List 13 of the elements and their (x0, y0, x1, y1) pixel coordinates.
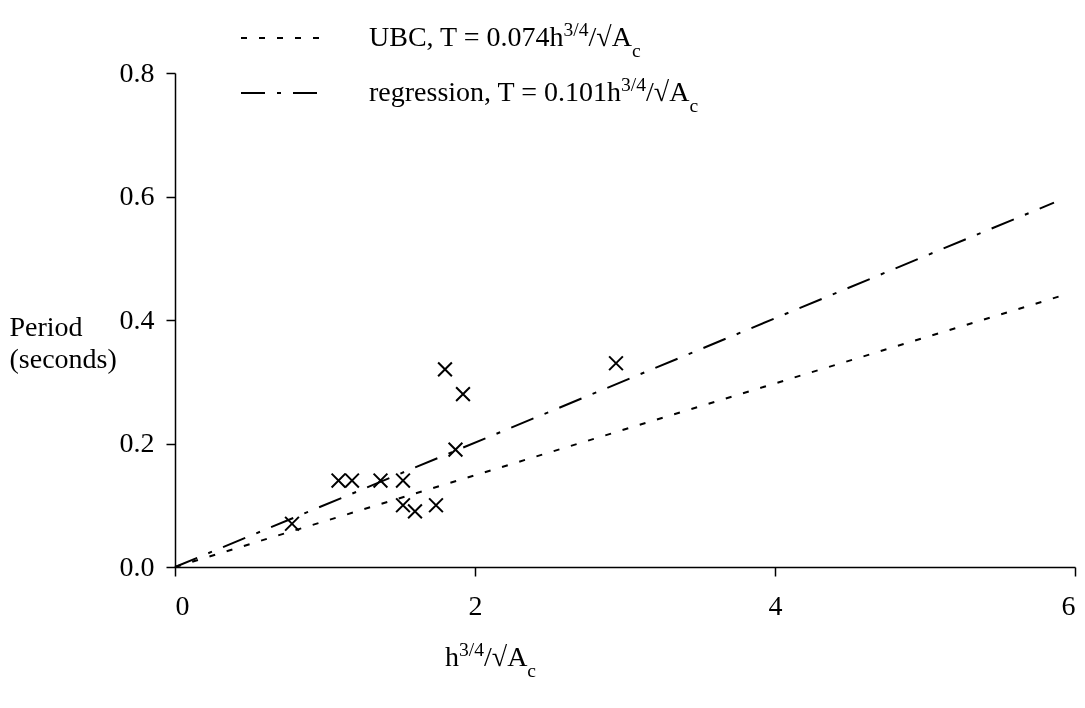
x-tick-label: 0 (175, 589, 190, 621)
x-tick-label: 6 (1061, 589, 1076, 621)
y-tick-label: 0.6 (119, 180, 155, 211)
x-axis-title: h$^{3/4}$/√A$_{c}$ (444, 638, 537, 680)
y-tick-label: 0.8 (119, 56, 155, 88)
legend-label: UBC, T = 0.074h$^{3/4}$/√A$_{c}$ (369, 18, 641, 61)
x-tick-label: 2 (468, 589, 483, 621)
y-axis-title: Period (seconds) (9, 310, 117, 374)
y-tick-label: 0.4 (119, 303, 155, 335)
legend-label: regression, T = 0.101h$^{3/4}$/√A$_{c}$ (369, 73, 699, 116)
y-tick-label: 0.2 (119, 427, 155, 458)
y-tick-label: 0.0 (119, 550, 155, 582)
x-tick-label: 4 (768, 589, 783, 621)
